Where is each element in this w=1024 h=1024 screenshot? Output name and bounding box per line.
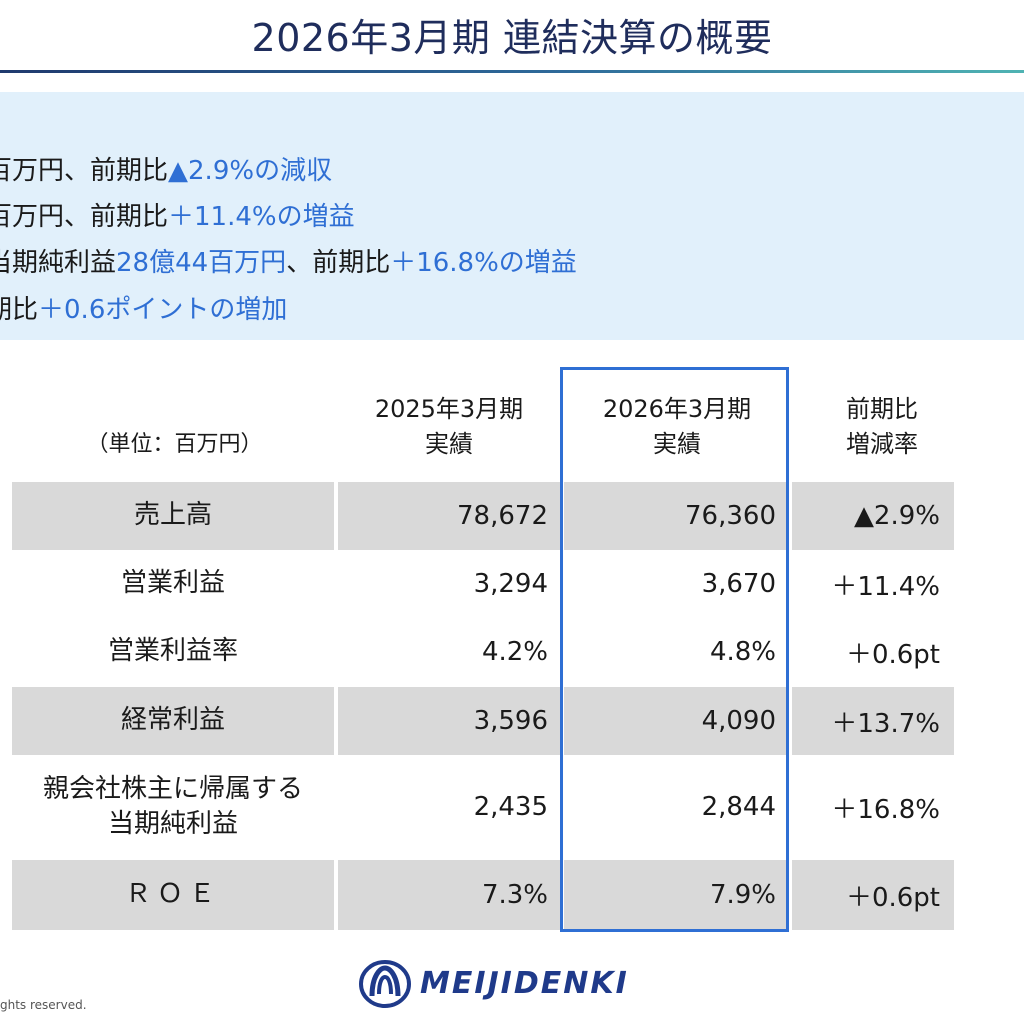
- logo-wordmark: MEIJIDENKI: [420, 966, 629, 1001]
- column-header-line: 実績: [653, 429, 701, 458]
- column-header-line: 2025年3月期: [374, 395, 524, 423]
- change-rate-value: ＋0.6pt: [792, 860, 954, 930]
- title-divider: [0, 70, 1024, 73]
- current-year-value: 3,670: [701, 569, 776, 599]
- summary-highlight: ▲2.9%の減収: [168, 156, 333, 186]
- row-label: 売上高: [12, 482, 334, 550]
- summary-highlight: ＋11.4%の増益: [168, 202, 355, 232]
- prev-year-value: 78,672: [338, 482, 560, 550]
- row-label: 営業利益率: [107, 636, 238, 667]
- change-rate-value: ＋11.4%: [831, 571, 940, 602]
- summary-text: 百万円、前期比: [0, 202, 169, 232]
- page-title: 2026年3月期 連結決算の概要: [251, 16, 773, 60]
- current-year-value: 7.9%: [564, 860, 788, 930]
- summary-line-roe: 期比＋0.6ポイントの増加: [0, 295, 287, 326]
- summary-text: 百万円、前期比: [0, 156, 169, 186]
- prev-year-value: 4.2%: [481, 637, 548, 667]
- column-header-line: 2026年3月期: [602, 395, 752, 423]
- prev-year-value: 7.3%: [338, 860, 560, 930]
- summary-line-operating-profit: 百万円、前期比＋11.4%の増益: [0, 202, 355, 233]
- column-header-prev-year: 2025年3月期 実績: [338, 392, 560, 462]
- column-header-change-rate: 前期比 増減率: [802, 392, 962, 462]
- summary-highlight: ＋16.8%の増益: [390, 248, 577, 278]
- table-row: ＲＯＥ 7.3% 7.9% ＋0.6pt: [12, 860, 954, 930]
- table-row: 経常利益 3,596 4,090 ＋13.7%: [12, 687, 954, 755]
- change-rate-value: ▲2.9%: [792, 482, 954, 550]
- table-row: 営業利益 3,294 3,670 ＋11.4%: [12, 550, 954, 618]
- change-rate-value: ＋0.6pt: [845, 639, 940, 670]
- column-header-current-year: 2026年3月期 実績: [566, 392, 788, 462]
- summary-highlight: 28億44百万円: [116, 248, 287, 278]
- summary-line-net-income: 当期純利益28億44百万円、前期比＋16.8%の増益: [0, 248, 577, 279]
- current-year-value: 76,360: [564, 482, 788, 550]
- summary-text: 、前期比: [286, 248, 391, 278]
- current-year-value: 4.8%: [709, 637, 776, 667]
- column-header-line: 実績: [425, 429, 473, 458]
- row-label: 営業利益: [120, 568, 225, 599]
- change-rate-value: ＋13.7%: [792, 687, 954, 755]
- summary-highlight: ＋0.6ポイントの増加: [38, 295, 288, 325]
- logo-mark-icon: [359, 960, 411, 1008]
- row-label: 親会社株主に帰属する 当期純利益: [12, 755, 334, 859]
- column-header-line: 増減率: [846, 429, 918, 458]
- prev-year-value: 2,435: [473, 792, 548, 822]
- summary-panel: 百万円、前期比▲2.9%の減収 百万円、前期比＋11.4%の増益 当期純利益28…: [0, 92, 1024, 340]
- copyright-notice: ghts reserved.: [0, 998, 87, 1012]
- prev-year-value: 3,596: [338, 687, 560, 755]
- prev-year-value: 3,294: [473, 569, 548, 599]
- summary-line-revenue: 百万円、前期比▲2.9%の減収: [0, 156, 332, 187]
- table-row: 売上高 78,672 76,360 ▲2.9%: [12, 482, 954, 550]
- current-year-value: 4,090: [564, 687, 788, 755]
- table-row: 営業利益率 4.2% 4.8% ＋0.6pt: [12, 618, 954, 686]
- row-label: 経常利益: [12, 687, 334, 755]
- current-year-value: 2,844: [701, 792, 776, 822]
- row-label: ＲＯＥ: [12, 860, 334, 930]
- row-label-line: 親会社株主に帰属する: [42, 773, 303, 804]
- summary-text: 当期純利益: [0, 248, 117, 278]
- row-label-line: 当期純利益: [107, 809, 238, 839]
- change-rate-value: ＋16.8%: [831, 794, 940, 825]
- summary-text: 期比: [0, 295, 39, 325]
- column-header-line: 前期比: [846, 395, 918, 423]
- company-logo: MEIJIDENKI: [358, 958, 668, 1010]
- table-row: 親会社株主に帰属する 当期純利益 2,435 2,844 ＋16.8%: [12, 755, 954, 859]
- unit-label: （単位：百万円）: [86, 432, 263, 457]
